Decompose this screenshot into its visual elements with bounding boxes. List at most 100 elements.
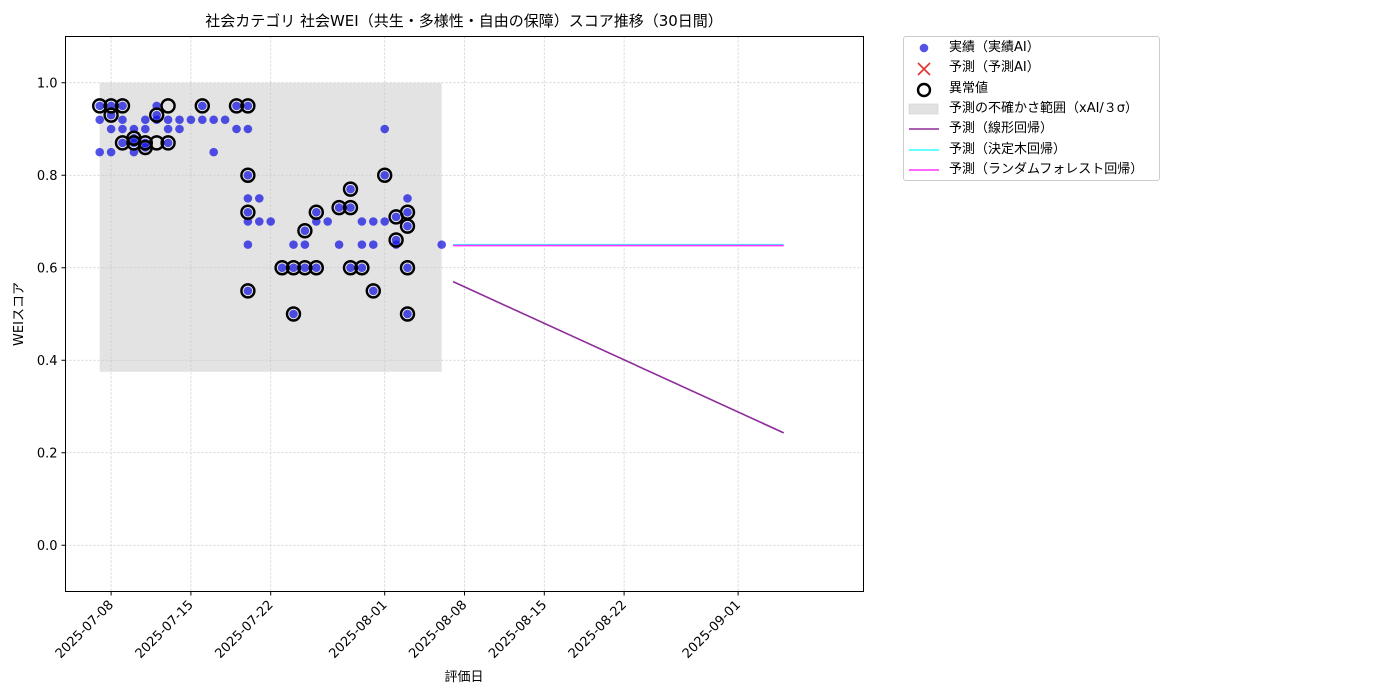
legend-swatch <box>909 148 939 151</box>
anomaly-ring <box>240 283 256 299</box>
actual-point <box>163 115 173 125</box>
anomaly-ring <box>91 98 108 114</box>
actual-point <box>152 110 161 120</box>
actual-point <box>243 207 253 217</box>
legend-label: 実績（実績AI） <box>949 40 1040 55</box>
actual-point <box>95 147 104 157</box>
actual-point <box>243 194 253 203</box>
y-tick-label: 0.8 <box>37 169 58 184</box>
legend-swatch <box>916 82 932 97</box>
actual-point <box>289 263 298 273</box>
x-tick-label: 2025-09-01 <box>680 598 744 662</box>
x-tick-label: 2025-08-22 <box>566 598 630 662</box>
y-tick-label: 0.6 <box>37 261 58 276</box>
actual-point <box>312 207 321 217</box>
actual-point <box>198 115 207 125</box>
actual-point <box>209 115 218 125</box>
actual-point <box>357 240 367 249</box>
legend-band-marker <box>908 103 939 115</box>
forecast-line-linear <box>452 280 785 434</box>
legend-label: 異常値 <box>949 80 989 96</box>
actual-point <box>346 184 355 194</box>
actual-point <box>289 240 298 249</box>
y-tick-label: 0.4 <box>37 354 58 369</box>
actual-point <box>346 203 355 212</box>
actual-point <box>175 124 184 134</box>
actual-point <box>380 217 390 226</box>
x-tick-label: 2025-07-15 <box>133 598 197 662</box>
legend-label: 予測（決定木回帰） <box>949 141 1067 157</box>
legend-swatch <box>917 62 931 76</box>
x-tick-label: 2025-07-08 <box>53 598 117 662</box>
x-tick-label: 2025-07-22 <box>212 598 276 662</box>
actual-point <box>380 124 390 134</box>
legend-label: 予測（予測AI） <box>949 60 1040 76</box>
anomaly-ring <box>240 98 256 114</box>
anomaly-ring <box>160 98 176 114</box>
anomaly-ring <box>228 98 245 114</box>
actual-point <box>141 115 150 125</box>
legend-item: 予測（決定木回帰） <box>904 140 1159 160</box>
actual-point <box>186 115 196 125</box>
actual-point <box>243 101 253 111</box>
legend-x-marker <box>917 62 931 76</box>
anomaly-ring <box>285 306 302 322</box>
actual-point <box>106 147 116 157</box>
actual-point <box>391 212 401 222</box>
actual-point <box>312 263 321 273</box>
anomaly-ring <box>388 232 404 248</box>
legend-item: 予測（線形回帰） <box>904 119 1159 139</box>
actual-point <box>380 170 390 180</box>
actual-point <box>243 286 253 296</box>
actual-point <box>243 170 253 180</box>
actual-point <box>266 217 276 226</box>
actual-point <box>118 101 127 111</box>
actual-point <box>277 263 287 273</box>
actual-point <box>232 124 241 134</box>
legend-item: 予測（予測AI） <box>904 58 1159 78</box>
anomaly-ring <box>297 260 313 276</box>
anomaly-rings-layer <box>91 98 416 322</box>
anomaly-ring <box>342 260 359 276</box>
anomaly-ring <box>342 199 359 216</box>
actual-point <box>95 101 104 111</box>
y-axis-ticks: 0.0 0.2 0.4 0.6 0.8 1.0 <box>37 76 66 554</box>
legend-label: 予測（線形回帰） <box>949 121 1054 137</box>
actual-point <box>403 221 412 231</box>
anomaly-ring <box>365 283 381 299</box>
actual-point <box>403 194 412 203</box>
chart-title: 社会カテゴリ 社会WEI（共生・多様性・自由の保障）スコア推移（30日間） <box>205 12 723 30</box>
anomaly-ring <box>240 204 256 220</box>
legend-dot-marker <box>919 43 929 53</box>
legend-item: 予測（ランダムフォレスト回帰） <box>904 160 1159 180</box>
actual-point <box>175 115 184 125</box>
anomaly-ring <box>103 98 119 114</box>
actual-point <box>403 207 412 217</box>
legend-label: 予測（ランダムフォレスト回帰） <box>949 161 1144 177</box>
actual-point <box>220 115 230 125</box>
actual-point <box>209 147 218 157</box>
actual-point <box>403 309 412 319</box>
legend-label: 予測の不確かさ範囲（xAI/３σ） <box>949 100 1139 116</box>
anomaly-ring <box>342 181 359 197</box>
actual-point <box>163 138 173 148</box>
anomaly-ring <box>308 260 324 276</box>
y-axis-label: WEIスコア <box>12 282 27 346</box>
anomaly-ring <box>377 167 393 183</box>
legend: 実績（実績AI） 予測（予測AI） 異常値予測の不確かさ範囲（xAI/３σ） 予測（線… <box>903 36 1160 181</box>
anomaly-ring <box>160 135 176 151</box>
x-tick-label: 2025-08-15 <box>486 598 550 662</box>
legend-swatch <box>909 128 939 130</box>
actual-point <box>369 286 378 296</box>
actual-point <box>437 240 447 249</box>
x-tick-label: 2025-08-01 <box>326 598 390 662</box>
anomaly-ring <box>308 204 324 220</box>
legend-item: 実績（実績AI） <box>904 38 1159 58</box>
actual-point <box>300 226 310 236</box>
actual-point <box>369 240 378 249</box>
actual-point <box>254 217 264 226</box>
actual-point <box>254 194 264 203</box>
anomaly-ring <box>399 306 416 322</box>
anomaly-ring <box>194 98 211 114</box>
actual-point <box>346 263 355 273</box>
